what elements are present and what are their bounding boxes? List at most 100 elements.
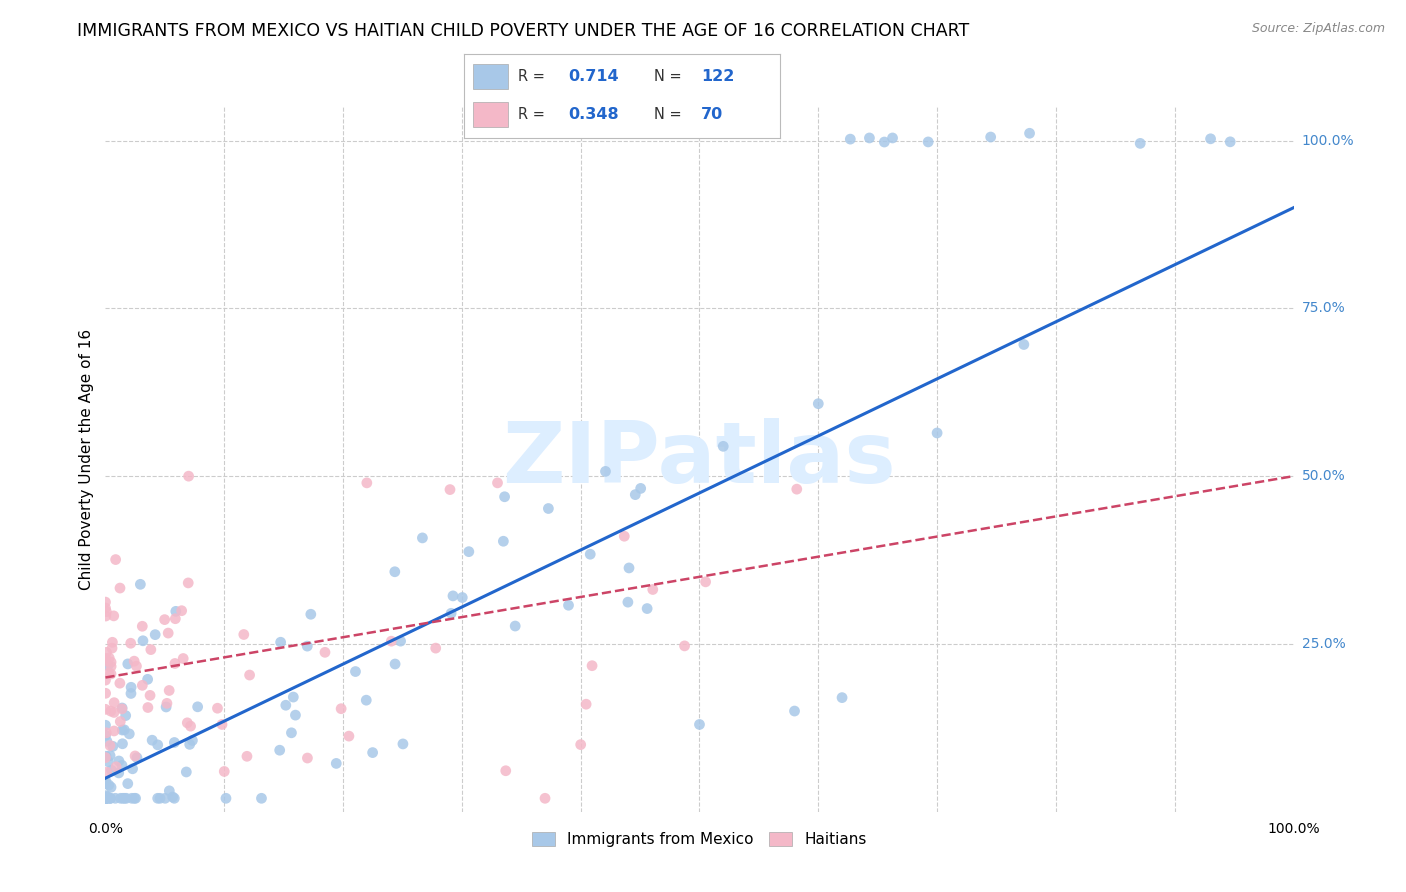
Point	[617, 561, 640, 575]
Point	[673, 639, 696, 653]
Point	[98, 791, 121, 805]
Point	[146, 791, 169, 805]
Point	[96, 789, 118, 804]
Point	[569, 738, 592, 752]
Point	[557, 599, 579, 613]
Point	[215, 791, 238, 805]
Point	[96, 734, 118, 748]
Point	[689, 717, 711, 731]
Point	[94, 777, 117, 791]
Point	[94, 789, 117, 803]
Point	[177, 469, 200, 483]
Point	[786, 482, 808, 496]
Point	[94, 601, 117, 615]
Point	[361, 746, 384, 760]
Legend: Immigrants from Mexico, Haitians: Immigrants from Mexico, Haitians	[526, 826, 873, 854]
Point	[98, 748, 121, 763]
Point	[108, 754, 131, 768]
Point	[163, 791, 186, 805]
Point	[103, 608, 125, 623]
Point	[97, 778, 120, 792]
Point	[100, 780, 122, 795]
Point	[232, 627, 254, 641]
Point	[111, 737, 134, 751]
Point	[440, 607, 463, 621]
Point	[858, 131, 880, 145]
Point	[165, 604, 187, 618]
Point	[176, 715, 198, 730]
Point	[783, 704, 806, 718]
Point	[156, 697, 179, 711]
Text: 122: 122	[702, 69, 734, 84]
Point	[143, 627, 166, 641]
Text: 75.0%: 75.0%	[1302, 301, 1346, 316]
Point	[94, 791, 117, 805]
Point	[495, 764, 517, 778]
Point	[575, 697, 598, 711]
Point	[125, 659, 148, 673]
Point	[96, 645, 118, 659]
Point	[110, 791, 132, 805]
Point	[617, 595, 640, 609]
Point	[155, 700, 177, 714]
Point	[98, 791, 121, 805]
Text: 50.0%: 50.0%	[1302, 469, 1346, 483]
Text: IMMIGRANTS FROM MEXICO VS HAITIAN CHILD POVERTY UNDER THE AGE OF 16 CORRELATION : IMMIGRANTS FROM MEXICO VS HAITIAN CHILD …	[77, 22, 970, 40]
Point	[131, 678, 153, 692]
Point	[299, 607, 322, 622]
Point	[108, 676, 131, 690]
Point	[163, 735, 186, 749]
Point	[136, 700, 159, 714]
Point	[1012, 337, 1035, 351]
Point	[581, 658, 603, 673]
Point	[269, 743, 291, 757]
Point	[494, 490, 516, 504]
Point	[297, 751, 319, 765]
Point	[411, 531, 433, 545]
Text: ZIPatlas: ZIPatlas	[502, 417, 897, 501]
Point	[157, 683, 180, 698]
Point	[179, 737, 201, 751]
Point	[103, 723, 125, 738]
Point	[111, 791, 134, 805]
Point	[711, 439, 734, 453]
Point	[117, 776, 139, 790]
Point	[94, 791, 117, 805]
Point	[980, 130, 1002, 145]
Point	[356, 475, 378, 490]
Point	[1199, 132, 1222, 146]
Bar	[474, 63, 509, 89]
Point	[236, 749, 259, 764]
Point	[624, 488, 647, 502]
Point	[1018, 126, 1040, 140]
Point	[94, 791, 117, 805]
Point	[125, 750, 148, 764]
Point	[165, 612, 187, 626]
Point	[180, 719, 202, 733]
Point	[94, 654, 117, 668]
Point	[613, 529, 636, 543]
Point	[280, 726, 302, 740]
Point	[103, 706, 125, 720]
Point	[579, 547, 602, 561]
Point	[176, 764, 198, 779]
Point	[214, 764, 236, 779]
Point	[131, 619, 153, 633]
Point	[111, 702, 134, 716]
Point	[595, 464, 617, 478]
Point	[97, 755, 120, 769]
Point	[97, 666, 120, 681]
Point	[917, 135, 939, 149]
Point	[94, 791, 117, 805]
Point	[124, 791, 146, 805]
Point	[114, 791, 136, 805]
Point	[250, 791, 273, 805]
Point	[274, 698, 297, 713]
Point	[139, 642, 162, 657]
Point	[153, 791, 176, 805]
Point	[630, 482, 652, 496]
Point	[187, 699, 209, 714]
Point	[124, 791, 146, 805]
Point	[103, 696, 125, 710]
Text: N =: N =	[654, 107, 682, 122]
